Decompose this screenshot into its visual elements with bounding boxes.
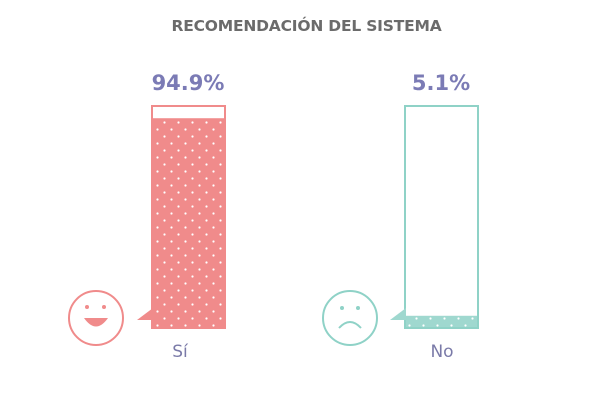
bar-pattern-si	[153, 118, 224, 327]
data-label-no: 5.1%	[412, 71, 470, 95]
bubble-pointer-no	[390, 308, 406, 320]
chart-title: RECOMENDACIÓN DEL SISTEMA	[171, 17, 442, 35]
bar-outline-no	[404, 105, 479, 329]
data-label-si: 94.9%	[152, 71, 225, 95]
category-label-no: No	[430, 342, 453, 362]
bubble-pointer-si	[137, 308, 153, 320]
sad-face-icon	[322, 290, 378, 346]
category-label-si: Sí	[172, 342, 189, 362]
smiley-face-icon	[68, 290, 124, 346]
bar-pattern-no	[406, 315, 477, 327]
